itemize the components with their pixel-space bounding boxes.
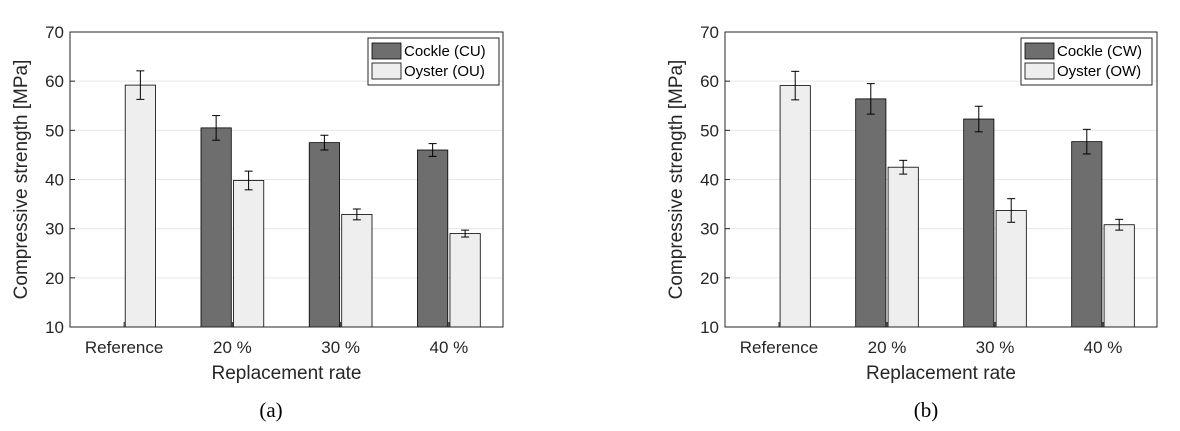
xtick-label-1: 20 % (868, 338, 907, 357)
chart-b: 10 20 30 40 50 60 70 Reference 20 % 30 % 40 % Repla… (666, 23, 1158, 422)
legend-swatch-1 (371, 62, 402, 80)
bar-1-1-3 (1103, 224, 1135, 328)
bar-0-1-2 (341, 214, 373, 328)
xtick-label-3: 40 % (1084, 338, 1123, 357)
bar-1-0-1 (855, 98, 887, 328)
bar-0-0-3 (417, 149, 449, 328)
legend-label-0: Cockle (CU) (404, 43, 486, 60)
y-axis-label: Compressive strength [MPa] (666, 60, 687, 300)
ytick-label-4: 50 (700, 121, 719, 140)
ytick-label-6: 70 (45, 23, 64, 42)
ytick-label-5: 60 (45, 72, 64, 91)
bar-0-1-1 (233, 180, 265, 328)
ytick-label-0: 10 (45, 318, 64, 337)
ytick-label-6: 70 (700, 23, 719, 42)
chart-a: 10 20 30 40 50 60 70 Reference 20 % 30 % 40 % Repla… (11, 23, 504, 422)
x-axis-label: Replacement rate (212, 363, 362, 384)
legend-label-0: Cockle (CW) (1057, 43, 1142, 60)
xtick-label-2: 30 % (976, 338, 1015, 357)
bar-1-1-2 (995, 210, 1027, 328)
ytick-label-3: 40 (700, 171, 719, 190)
bar-1-0-2 (963, 118, 995, 328)
bar-1-1-1 (887, 166, 919, 328)
ytick-label-4: 50 (45, 121, 64, 140)
ytick-label-2: 30 (45, 220, 64, 239)
ytick-label-3: 40 (45, 171, 64, 190)
chart-caption: (b) (914, 398, 939, 422)
ytick-label-0: 10 (700, 318, 719, 337)
xtick-label-2: 30 % (321, 338, 360, 357)
xtick-label-1: 20 % (213, 338, 252, 357)
xtick-label-0: Reference (85, 338, 163, 357)
xtick-label-0: Reference (740, 338, 818, 357)
y-axis-label: Compressive strength [MPa] (11, 60, 32, 300)
bar-0-0-2 (308, 142, 340, 328)
legend-swatch-0 (1024, 42, 1055, 60)
legend-swatch-0 (371, 42, 402, 60)
ytick-label-5: 60 (700, 72, 719, 91)
ytick-label-1: 20 (45, 269, 64, 288)
chart-caption: (a) (259, 398, 282, 422)
legend-label-1: Oyster (OU) (404, 63, 485, 80)
x-axis-label: Replacement rate (866, 363, 1016, 384)
ytick-label-1: 20 (700, 269, 719, 288)
ytick-label-2: 30 (700, 220, 719, 239)
bar-0-1-3 (449, 233, 481, 328)
xtick-label-3: 40 % (430, 338, 469, 357)
bar-0-1-0 (124, 84, 156, 328)
bar-1-1-0 (779, 85, 811, 328)
bar-1-0-3 (1071, 141, 1103, 328)
bar-0-0-1 (200, 127, 232, 328)
legend-swatch-1 (1024, 62, 1055, 80)
legend-label-1: Oyster (OW) (1057, 63, 1141, 80)
